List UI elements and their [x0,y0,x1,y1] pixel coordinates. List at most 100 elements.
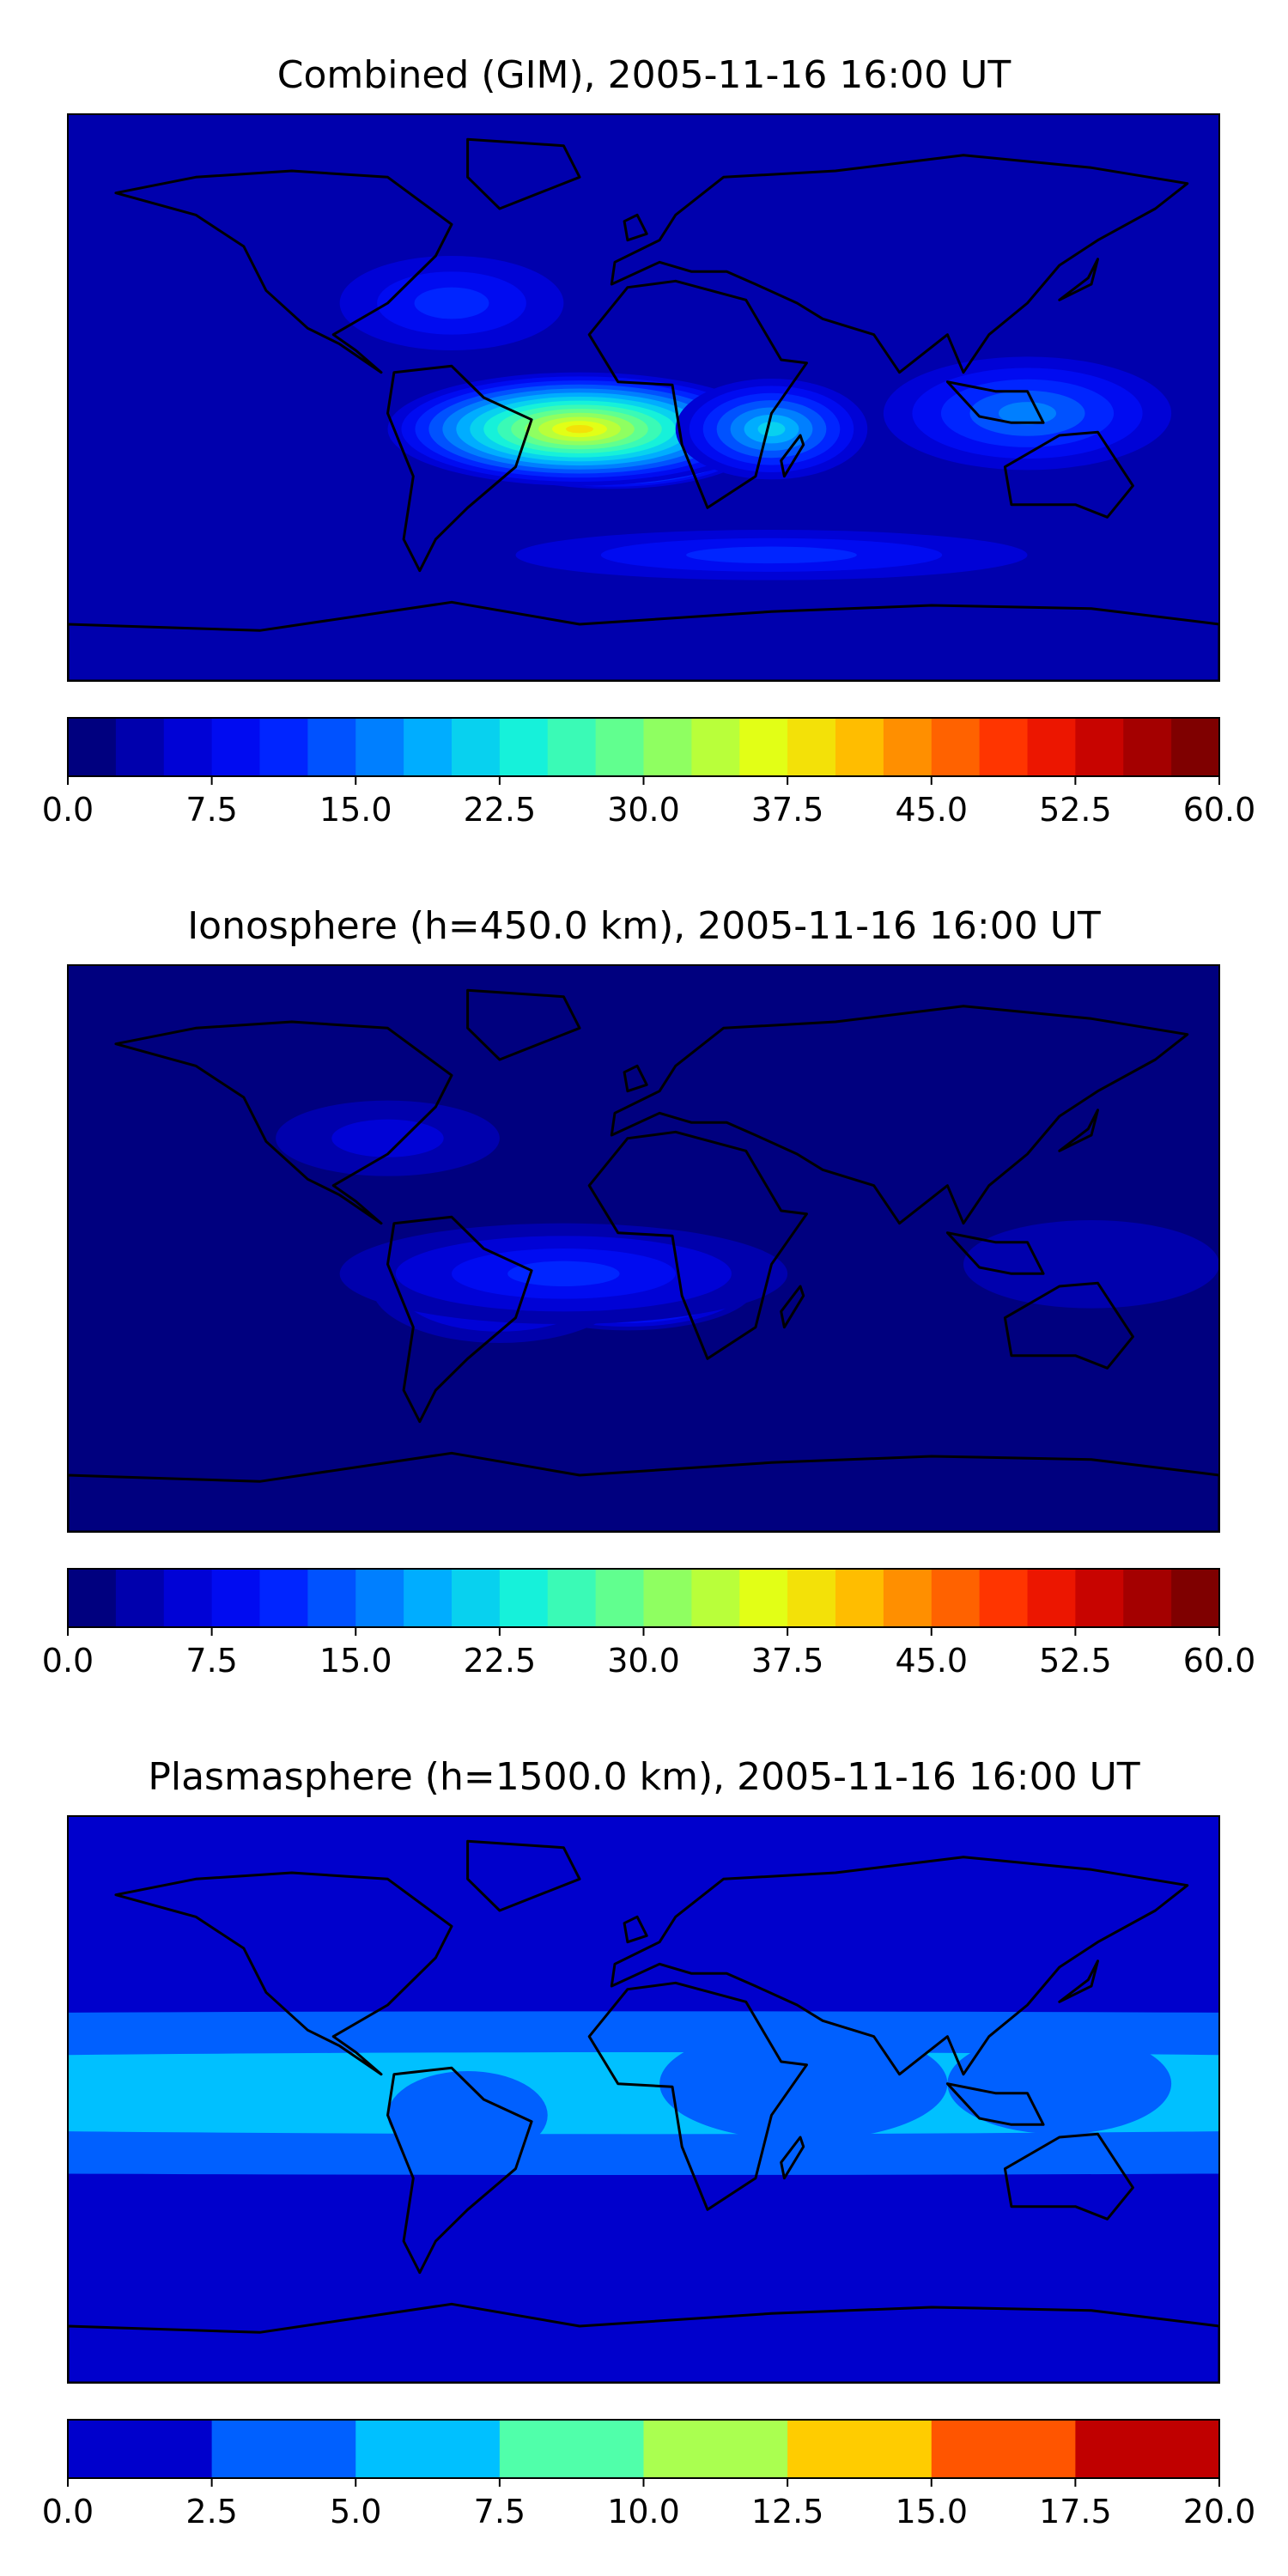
colorbar-segment [835,718,884,776]
coastline [623,213,648,242]
coastline [610,1005,1189,1225]
colorbar-segment [787,718,836,776]
coastline [1003,430,1134,519]
coastline [466,137,581,210]
contour-level [757,422,786,437]
colorbar-segment [1171,718,1220,776]
colorbar-segment [643,718,692,776]
colorbar-ticks: 0.0 2.5 5.0 7.5 10.0 12.5 15.0 17.5 20.0 [42,2478,1256,2530]
colorbar-segment [787,2420,933,2478]
colorbar-segment [404,718,453,776]
colorbar-tick-label: 60.0 [1183,791,1256,829]
coastline [1003,2132,1134,2221]
colorbar [67,2419,1220,2479]
contour-level [787,2036,884,2099]
colorbar-segment [1171,1569,1220,1627]
coastline [610,1856,1189,2076]
colorbar-segment [259,718,308,776]
panel-title: Plasmasphere (h=1500.0 km), 2005-11-16 1… [148,1755,1139,1799]
colorbar-tick-label: 0.0 [42,1642,94,1680]
contour-level [686,546,857,564]
colorbar-segment [979,718,1029,776]
coastline [114,169,453,374]
coastline [114,1871,453,2076]
colorbar-segment [1075,1569,1124,1627]
panel-title: Ionosphere (h=450.0 km), 2005-11-16 16:0… [187,904,1101,948]
contour-level [414,287,489,319]
map-field [68,1816,1219,2383]
colorbar-segment [163,1569,213,1627]
panel-combined: Combined (GIM), 2005-11-16 16:00 UT 0.0 7… [42,53,1256,829]
coastline [68,1451,1219,1532]
map-frame [67,1815,1220,2384]
coastline [466,988,581,1061]
colorbar-segment [643,2420,788,2478]
colorbar-ticks: 0.0 7.5 15.0 22.5 30.0 37.5 45.0 52.5 60.0 [42,1627,1255,1680]
colorbar-segment [595,1569,645,1627]
colorbar-segment [691,718,740,776]
colorbar-tick-label: 10.0 [607,2493,680,2530]
colorbar-segment [691,1569,740,1627]
contour-level [331,1119,444,1157]
colorbar-tick-label: 37.5 [751,791,824,829]
contour-level [963,1220,1219,1309]
colorbar-segment [115,718,165,776]
colorbar-segment [499,1569,549,1627]
colorbar-segment [68,2420,213,2478]
colorbar-segment [452,1569,501,1627]
map-field [68,965,1219,1532]
colorbar-tick-label: 30.0 [607,1642,680,1680]
colorbar-tick-label: 12.5 [751,2493,824,2530]
colorbar-segment [643,1569,692,1627]
colorbar-tick-label: 5.0 [330,2493,381,2530]
contour-level [973,2074,1050,2125]
colorbar-segment [979,1569,1029,1627]
coastlines [68,137,1219,681]
colorbar-tick-label: 0.0 [42,791,94,829]
colorbar-segment [883,718,933,776]
colorbar-segment [211,2420,356,2478]
colorbar-tick-label: 2.5 [185,2493,237,2530]
panel-plasmasphere: Plasmasphere (h=1500.0 km), 2005-11-16 1… [42,1755,1256,2530]
colorbar-tick-label: 52.5 [1039,791,1112,829]
contour-level [507,1261,620,1287]
colorbar-tick-label: 52.5 [1039,1642,1112,1680]
coastline [68,600,1219,681]
colorbar-ticks: 0.0 7.5 15.0 22.5 30.0 37.5 45.0 52.5 60.0 [42,776,1256,829]
colorbar-tick-label: 37.5 [751,1642,824,1680]
colorbar-tick-label: 20.0 [1183,2493,1256,2530]
coastlines [68,988,1219,1532]
colorbar-segment [931,718,981,776]
colorbar-segment [547,718,597,776]
colorbar-segment [307,1569,356,1627]
coastlines [68,1839,1219,2383]
colorbar-tick-label: 7.5 [474,2493,526,2530]
colorbar-segment [1123,1569,1172,1627]
coastline [623,1064,648,1093]
coastline [386,1215,533,1424]
colorbar-tick-label: 22.5 [464,1642,537,1680]
colorbar-segment [931,2420,1076,2478]
coastline [780,1285,805,1329]
coastline [1058,258,1099,301]
coastline [945,380,1045,424]
colorbar-segment [355,1569,404,1627]
colorbar-tick-label: 30.0 [607,791,680,829]
colorbar [67,1568,1220,1628]
coastline [386,364,533,573]
map-frame [67,964,1220,1533]
colorbar-segment [211,1569,261,1627]
coastline [587,279,808,509]
coastline [386,2066,533,2275]
colorbar-segment [211,718,261,776]
colorbar-segment [115,1569,165,1627]
colorbar-segment [739,718,788,776]
colorbar-segment [835,1569,884,1627]
contour-level [566,424,593,434]
colorbar-segment [499,718,549,776]
colorbar-segment [163,718,213,776]
colorbar-segment [1123,718,1172,776]
colorbar-tick-label: 15.0 [895,2493,968,2530]
colorbar-segment [883,1569,933,1627]
